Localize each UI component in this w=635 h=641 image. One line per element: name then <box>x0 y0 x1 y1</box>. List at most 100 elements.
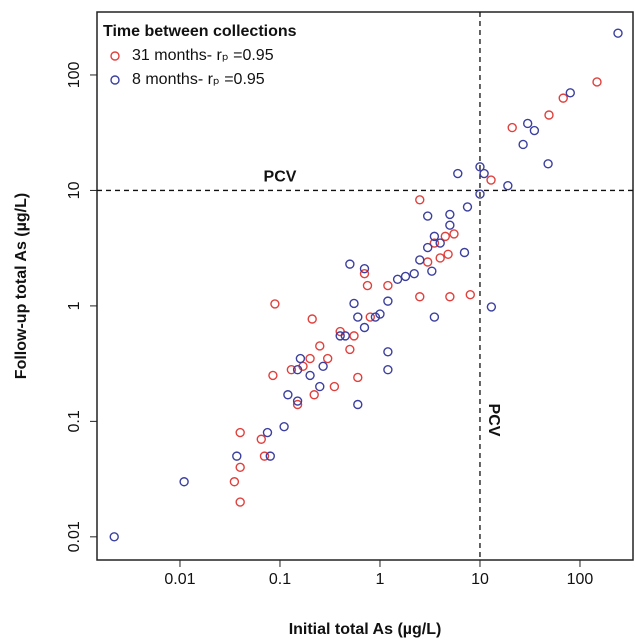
point <box>565 88 575 98</box>
point <box>362 280 373 291</box>
point <box>265 451 275 461</box>
point <box>279 421 289 432</box>
reference-label: PCV <box>264 169 297 186</box>
point <box>383 347 393 357</box>
point <box>462 202 473 212</box>
point <box>318 361 328 371</box>
point <box>415 292 425 302</box>
point <box>435 238 445 248</box>
point <box>449 229 459 239</box>
point <box>235 427 245 438</box>
point <box>335 331 345 341</box>
point <box>400 271 411 282</box>
point <box>503 180 513 191</box>
point <box>392 274 403 284</box>
point <box>353 372 363 383</box>
point <box>229 477 240 487</box>
point <box>292 365 303 375</box>
x-tick-label: 0.1 <box>269 571 291 588</box>
x-tick-label: 0.01 <box>164 571 195 588</box>
point <box>292 396 303 406</box>
point <box>429 312 440 322</box>
legend-marker <box>110 51 120 61</box>
point <box>345 259 355 269</box>
point <box>475 189 485 199</box>
legend-title: Time between collections <box>103 23 297 40</box>
point <box>349 331 359 341</box>
point <box>305 370 315 381</box>
x-tick-label: 10 <box>471 571 489 588</box>
point <box>286 365 297 375</box>
point <box>307 314 317 324</box>
y-tick-label: 0.1 <box>66 410 83 432</box>
point <box>445 220 455 230</box>
point <box>479 168 489 179</box>
point <box>592 77 602 87</box>
point <box>359 269 370 279</box>
point <box>522 118 533 129</box>
point <box>465 290 475 300</box>
point <box>315 341 325 351</box>
point <box>283 390 293 400</box>
point <box>443 249 453 259</box>
point <box>295 353 306 364</box>
point <box>445 209 455 220</box>
point <box>256 434 266 444</box>
point <box>486 302 497 312</box>
legend-label: 31 months- rₚ =0.95 <box>132 47 274 64</box>
point <box>305 353 315 364</box>
point <box>235 462 245 473</box>
point <box>475 162 485 172</box>
point <box>445 292 455 302</box>
y-tick-label: 10 <box>66 181 83 199</box>
point <box>383 296 393 306</box>
point <box>415 255 425 265</box>
point <box>268 370 278 381</box>
plot-frame <box>96 11 634 561</box>
y-tick-label: 1 <box>66 301 83 310</box>
y-tick-label: 100 <box>66 62 83 89</box>
point <box>507 122 517 133</box>
point <box>309 390 319 400</box>
point <box>409 269 419 279</box>
point <box>383 365 393 375</box>
point <box>435 253 445 263</box>
point <box>422 257 433 267</box>
x-tick-label: 100 <box>567 571 594 588</box>
point <box>429 231 440 242</box>
point <box>365 312 375 322</box>
x-axis-label: Initial total As (µg/L) <box>289 621 442 638</box>
point <box>613 28 623 38</box>
point <box>427 266 437 276</box>
point <box>422 242 433 253</box>
point <box>544 110 554 120</box>
point <box>353 312 363 322</box>
point <box>558 93 568 103</box>
point <box>349 298 359 309</box>
point <box>345 344 355 355</box>
point <box>292 399 303 410</box>
point <box>543 159 553 169</box>
point <box>340 331 350 341</box>
point <box>353 399 363 410</box>
x-tick-label: 1 <box>376 571 385 588</box>
point <box>262 427 273 438</box>
point <box>315 381 325 392</box>
point <box>422 211 433 221</box>
point <box>459 247 470 258</box>
point <box>453 168 463 179</box>
point <box>232 451 242 461</box>
point <box>270 299 280 309</box>
point <box>359 322 370 333</box>
point <box>440 231 450 242</box>
point <box>235 497 245 507</box>
legend-label: 8 months- rₚ =0.95 <box>132 71 265 88</box>
point <box>415 195 425 205</box>
point <box>518 139 528 150</box>
point <box>322 353 333 364</box>
point <box>179 477 189 487</box>
legend-marker <box>110 75 120 85</box>
point <box>429 238 440 248</box>
reference-label: PCV <box>485 404 502 437</box>
